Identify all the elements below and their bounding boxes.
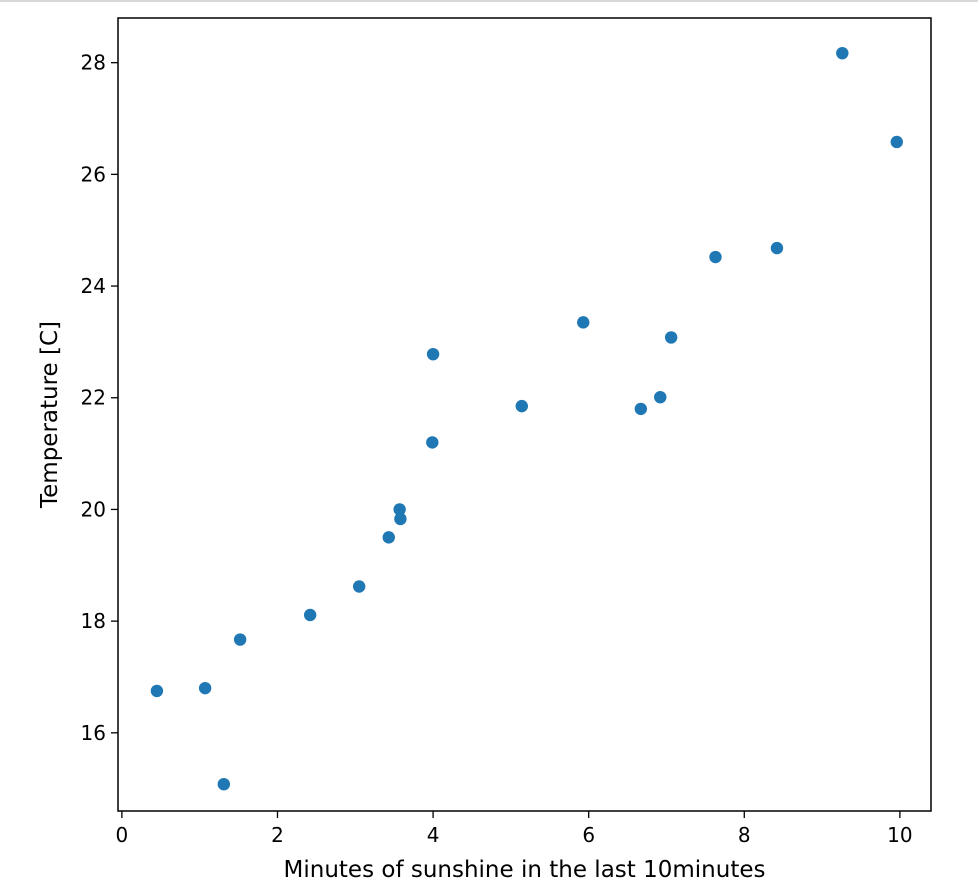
y-tick-label: 24 [81, 274, 106, 298]
y-tick-label: 16 [81, 721, 106, 745]
data-point-10 [426, 436, 439, 449]
data-point-11 [426, 347, 440, 361]
data-point-18 [770, 241, 784, 255]
data-point-5 [303, 608, 317, 622]
data-point-19 [836, 46, 849, 60]
x-tick-label: 10 [887, 823, 912, 847]
y-tick-label: 22 [81, 386, 106, 410]
x-axis-ticks: 0 2 4 6 8 10 [116, 811, 913, 847]
data-point-4 [233, 633, 247, 646]
data-point-1 [150, 684, 164, 698]
data-point-12 [515, 399, 528, 413]
y-tick-label: 18 [81, 609, 106, 633]
data-point-9 [394, 512, 407, 526]
x-axis-label: Minutes of sunshine in the last 10minute… [284, 857, 766, 883]
x-tick-label: 0 [116, 823, 129, 847]
data-point-7 [382, 531, 395, 544]
x-tick-label: 4 [427, 823, 440, 847]
data-point-20 [890, 135, 903, 149]
y-tick-label: 20 [81, 497, 106, 521]
data-point-14 [634, 402, 648, 416]
data-point-17 [709, 250, 722, 264]
plot-frame [117, 17, 932, 812]
x-tick-label: 8 [738, 823, 751, 847]
y-tick-label: 28 [81, 51, 106, 75]
data-point-3 [217, 777, 231, 791]
data-point-16 [664, 331, 678, 344]
data-point-15 [654, 390, 667, 404]
data-point-13 [577, 316, 590, 329]
top-border [0, 0, 978, 2]
x-tick-label: 2 [271, 823, 284, 847]
data-point-6 [352, 580, 366, 593]
x-tick-label: 6 [582, 823, 595, 847]
data-point-2 [198, 681, 212, 695]
y-axis-ticks: 16 18 20 22 24 26 28 [81, 51, 118, 745]
points-layer [150, 46, 903, 791]
y-tick-label: 26 [81, 162, 106, 186]
data-point-8 [393, 503, 406, 516]
y-axis-label: Temperature [C] [37, 321, 63, 509]
